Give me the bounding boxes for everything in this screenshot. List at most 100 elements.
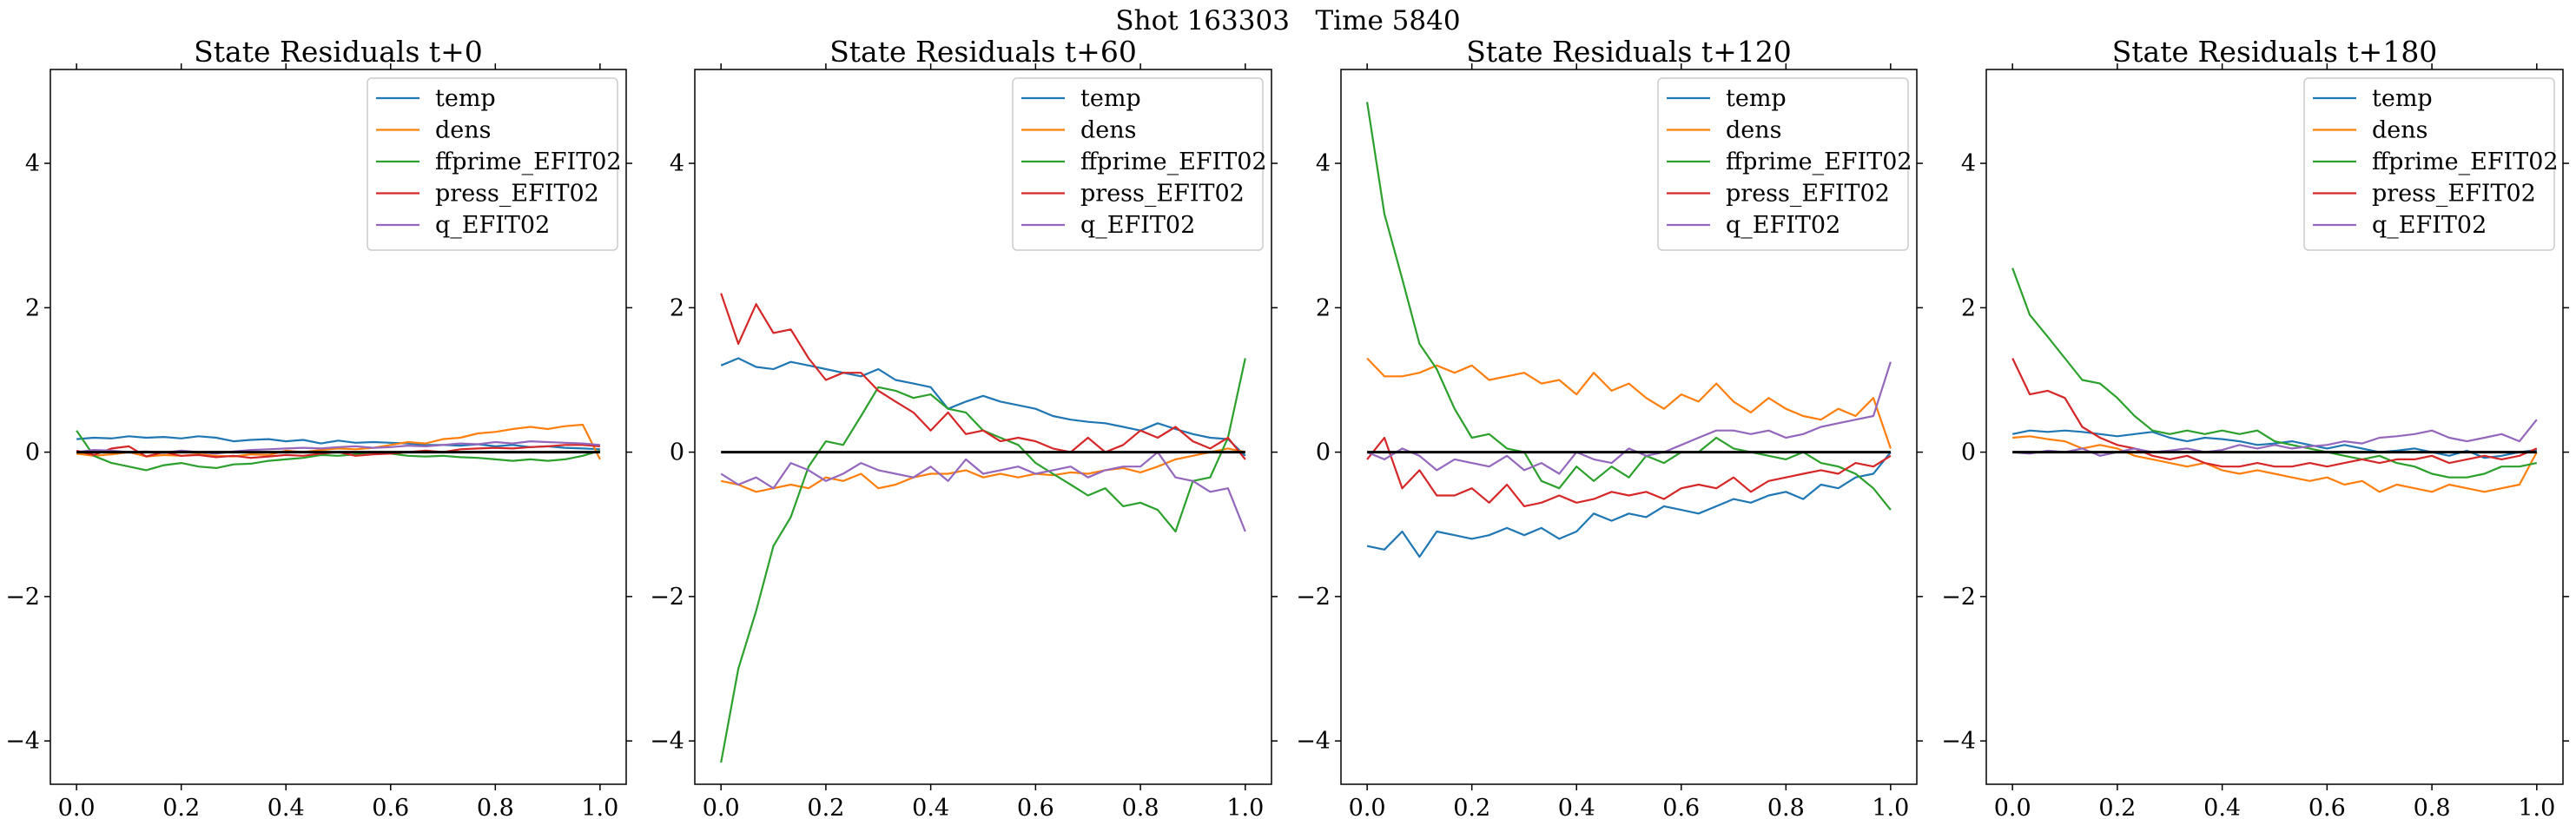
panel-1-legend-box	[367, 77, 618, 251]
panel-4-series-press_EFIT02	[2011, 358, 2538, 468]
panel-2-series-temp	[720, 357, 1246, 457]
panel-2-series-press_EFIT02	[720, 293, 1246, 460]
panel-2-xtick-label: 0.2	[807, 795, 844, 819]
panel-4-series-temp	[2011, 429, 2537, 459]
panel-2-ytick-label: 4	[670, 150, 684, 177]
panel-3-ytick-label: 4	[1316, 150, 1331, 177]
panel-4: State Residuals t+180 0.0 0.2 0.4 0.6 0.8 1.0 −…	[1941, 35, 2569, 819]
panel-1-ytick-label: 2	[25, 294, 40, 321]
panel-1-xtick-label: 0.8	[477, 795, 514, 819]
panel-4-ytick-label: −4	[1941, 728, 1976, 755]
panel-1-series-ffprime_EFIT02	[76, 430, 601, 472]
panel-3-ytick-label: −2	[1296, 584, 1331, 611]
panel-4-legend-label-temp: temp	[2372, 85, 2433, 112]
panel-4-series-group	[2011, 267, 2538, 493]
panel-4-axes-frame	[1985, 69, 2564, 785]
panel-3-xtick-label: 0.2	[1453, 795, 1490, 819]
panel-1-legend-label-dens: dens	[435, 117, 492, 144]
panel-3-legend-label-ffprime_EFIT02: ffprime_EFIT02	[1726, 149, 1912, 175]
panel-3-series-dens	[1366, 357, 1892, 449]
panel-4-xtick-label: 0.0	[1994, 795, 2031, 819]
panel-1-series-group	[76, 423, 601, 472]
panel-1-legend-label-press_EFIT02: press_EFIT02	[435, 181, 599, 208]
panel-1-legend-label-q_EFIT02: q_EFIT02	[435, 212, 550, 239]
panel-2-legend-label-temp: temp	[1080, 85, 1141, 112]
panel-4-ytick-label: 4	[1961, 150, 1976, 177]
panel-2-legend-label-q_EFIT02: q_EFIT02	[1080, 212, 1195, 239]
panel-1-axes-frame	[50, 69, 627, 785]
panel-4-legend-label-dens: dens	[2372, 117, 2428, 144]
panel-4-xtick-label: 1.0	[2518, 795, 2555, 819]
panel-2-xtick-label: 0.0	[703, 795, 740, 819]
panel-3-legend-label-dens: dens	[1726, 117, 1782, 144]
panel-3-ytick-label: 2	[1316, 294, 1331, 321]
panel-2-xtick-label: 0.8	[1122, 795, 1159, 819]
panel-2-xtick-label: 0.4	[912, 795, 949, 819]
panel-1-legend-label-ffprime_EFIT02: ffprime_EFIT02	[435, 149, 622, 175]
panel-4-xtick-label: 0.8	[2414, 795, 2451, 819]
panel-3-legend-box	[1657, 77, 1909, 251]
panel-4-legend-label-q_EFIT02: q_EFIT02	[2372, 212, 2487, 239]
panel-2-ytick-label: −4	[650, 728, 684, 755]
panel-3-legend-label-q_EFIT02: q_EFIT02	[1726, 212, 1840, 239]
panel-4-legend: temp dens ffprime_EFIT02 press_EFIT02 q_EFIT…	[2303, 77, 2559, 251]
panel-1-series-temp	[76, 435, 600, 451]
panel-3-series-press_EFIT02	[1366, 436, 1892, 508]
panel-3: State Residuals t+120 0.0 0.2 0.4 0.6 0.8 1.0 −…	[1296, 35, 1923, 819]
panel-3-title: State Residuals t+120	[1466, 35, 1792, 69]
figure-title: Shot 163303 Time 5840	[1115, 5, 1460, 36]
panel-2-series-group	[720, 293, 1246, 763]
panel-4-legend-label-ffprime_EFIT02: ffprime_EFIT02	[2372, 149, 2559, 175]
panel-1-legend: temp dens ffprime_EFIT02 press_EFIT02 q_EFIT…	[367, 77, 622, 251]
panel-4-legend-box	[2303, 77, 2555, 251]
panel-1-legend-label-temp: temp	[435, 85, 496, 112]
panel-2-legend-label-ffprime_EFIT02: ffprime_EFIT02	[1080, 149, 1267, 175]
panel-1-ytick-label: 0	[25, 439, 40, 466]
panel-4-series-q_EFIT02	[2012, 419, 2538, 457]
panel-2-legend-box	[1012, 77, 1264, 251]
panel-2-ytick-label: −2	[650, 584, 684, 611]
panel-3-xtick-label: 0.8	[1767, 795, 1805, 819]
panel-1-xtick-label: 0.2	[162, 795, 200, 819]
panel-1-xtick-label: 0.6	[372, 795, 409, 819]
panel-2-title: State Residuals t+60	[829, 35, 1137, 69]
panel-3-series-temp	[1366, 451, 1892, 558]
panel-3-legend-label-temp: temp	[1726, 85, 1787, 112]
panel-4-title: State Residuals t+180	[2112, 35, 2438, 69]
panel-2-ytick-label: 2	[670, 294, 684, 321]
panel-1-ytick-label: 4	[25, 150, 40, 177]
panel-2-axes-frame	[694, 69, 1272, 785]
panel-4-xtick-label: 0.4	[2203, 795, 2241, 819]
panel-2-ytick-label: 0	[670, 439, 684, 466]
panel-4-series-ffprime_EFIT02	[2011, 267, 2538, 479]
panel-4-xtick-label: 0.6	[2308, 795, 2346, 819]
panel-3-ytick-label: −4	[1296, 728, 1331, 755]
panel-3-legend: temp dens ffprime_EFIT02 press_EFIT02 q_EFIT…	[1657, 77, 1912, 251]
panel-3-xtick-label: 0.4	[1558, 795, 1595, 819]
panel-2-legend-label-press_EFIT02: press_EFIT02	[1080, 181, 1245, 208]
panel-1: State Residuals t+0 0.0 0.2 0.4 0.6 0.8 1.0 −4 −…	[5, 35, 632, 819]
panel-3-xtick-label: 0.0	[1349, 795, 1386, 819]
panel-3-series-q_EFIT02	[1366, 361, 1892, 475]
panel-1-title: State Residuals t+0	[194, 35, 483, 69]
panel-3-xtick-label: 1.0	[1872, 795, 1909, 819]
panel-4-series-dens	[2012, 435, 2538, 493]
panel-4-legend-label-press_EFIT02: press_EFIT02	[2372, 181, 2536, 208]
panel-1-ytick-label: −4	[5, 728, 40, 755]
panel-1-series-dens	[76, 423, 601, 460]
panel-4-ytick-label: −2	[1941, 584, 1976, 611]
panel-1-xtick-label: 0.0	[58, 795, 96, 819]
panel-3-ytick-label: 0	[1316, 439, 1331, 466]
panel-2: State Residuals t+60 0.0 0.2 0.4 0.6 0.8 1.0 −4…	[650, 35, 1278, 819]
panel-2-legend-label-dens: dens	[1080, 117, 1137, 144]
panel-1-ytick-label: −2	[5, 584, 40, 611]
panel-2-xtick-label: 0.6	[1017, 795, 1054, 819]
panel-1-xtick-label: 1.0	[581, 795, 618, 819]
panel-1-xtick-label: 0.4	[268, 795, 305, 819]
panel-3-legend-label-press_EFIT02: press_EFIT02	[1726, 181, 1890, 208]
panel-2-series-dens	[720, 447, 1246, 493]
panel-4-xtick-label: 0.2	[2098, 795, 2136, 819]
panel-3-xtick-label: 0.6	[1662, 795, 1700, 819]
panel-4-ytick-label: 2	[1961, 294, 1976, 321]
